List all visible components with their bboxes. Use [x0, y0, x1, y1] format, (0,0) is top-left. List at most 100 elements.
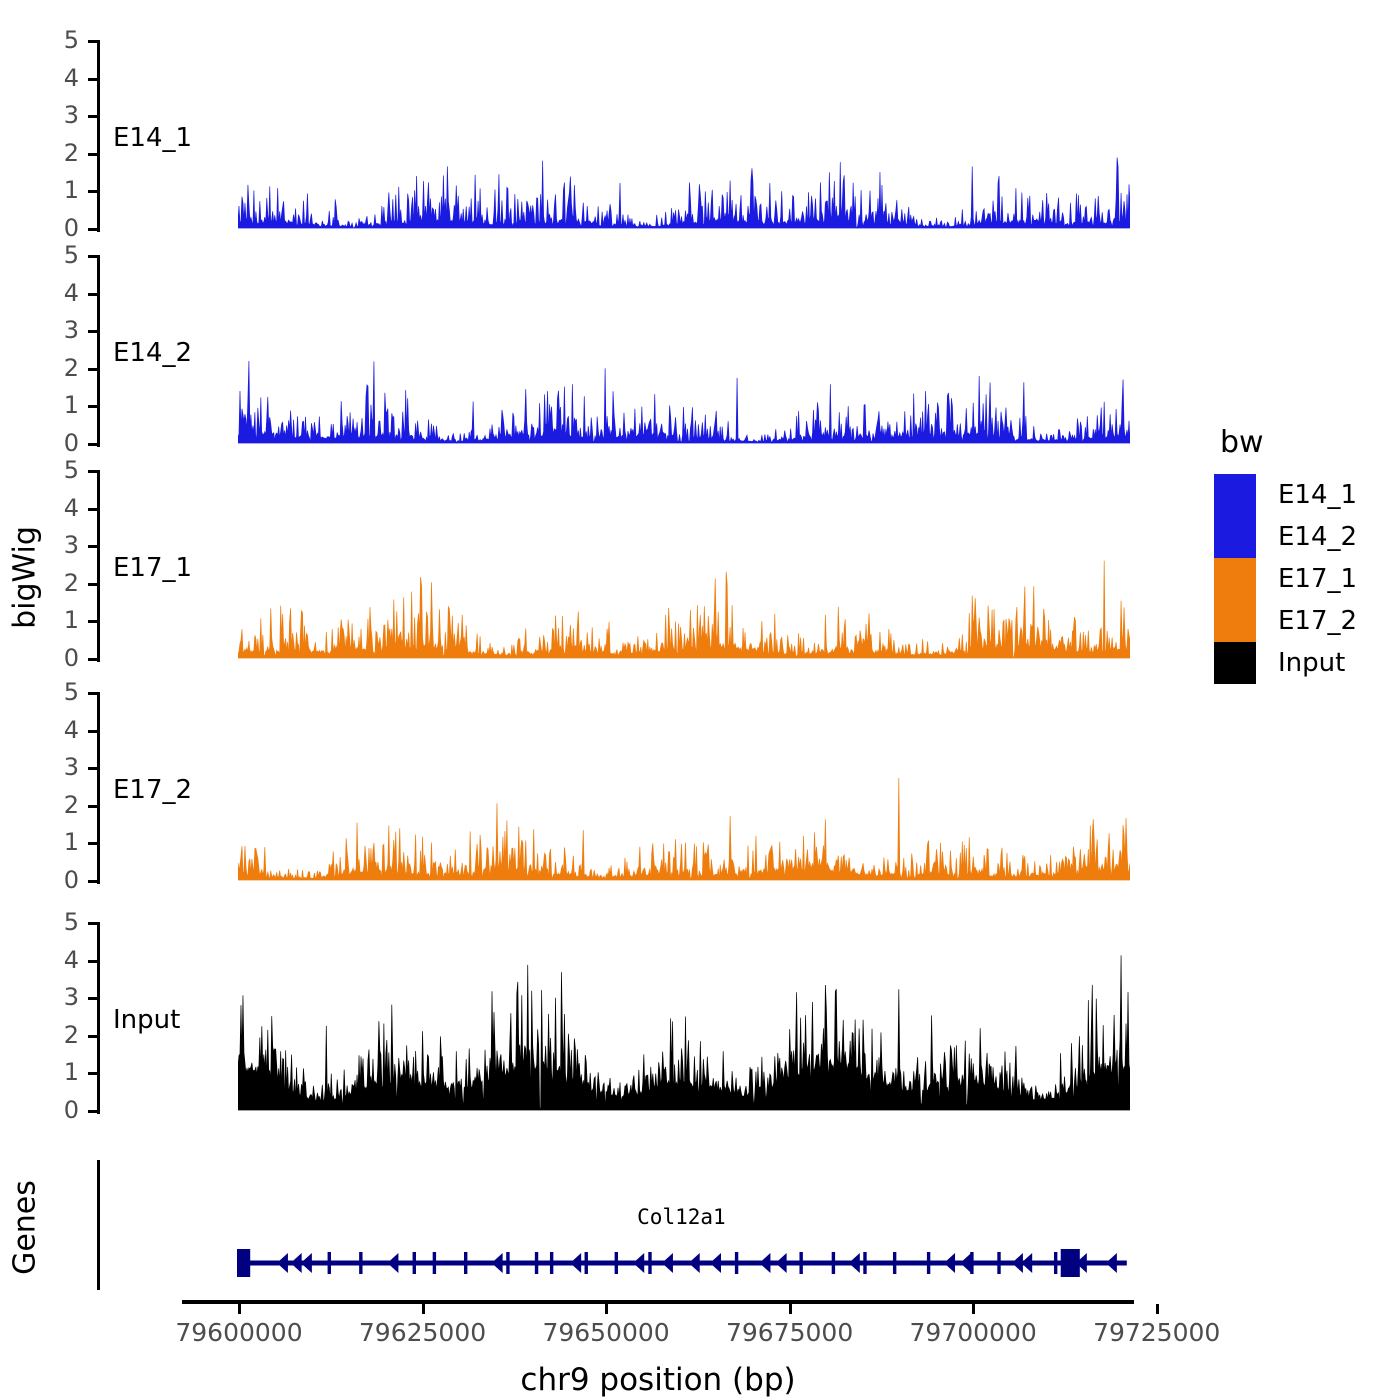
- y-tick-label: 2: [63, 790, 79, 819]
- x-tick-label: 79625000: [358, 1318, 487, 1347]
- y-tick: [88, 692, 97, 695]
- y-tick: [88, 367, 97, 371]
- y-tick: [88, 292, 97, 296]
- y-tick: [88, 443, 97, 446]
- legend-title: bw: [1220, 425, 1264, 460]
- y-tick-label: 3: [63, 983, 79, 1012]
- y-tick-label: 4: [63, 278, 79, 307]
- y-tick-label: 4: [63, 63, 79, 92]
- panel-strip-label-e17_1: E17_1: [113, 552, 193, 583]
- y-tick-label: 0: [63, 429, 79, 457]
- bigwig-panel-e17_2: 0 1 2 3 4 5 E17_2: [0, 680, 1200, 892]
- x-tick: [605, 1304, 609, 1314]
- x-axis-line: [182, 1300, 1134, 1304]
- x-tick: [972, 1304, 976, 1314]
- legend-color-swatch: [1214, 516, 1256, 558]
- y-tick: [88, 190, 97, 194]
- y-tick-label: 1: [63, 1058, 79, 1087]
- x-tick-label: 79725000: [1093, 1318, 1221, 1347]
- y-tick-label: 2: [63, 568, 79, 597]
- x-tick-label: 79700000: [909, 1318, 1037, 1347]
- panel-strip-label-e17_2: E17_2: [113, 774, 193, 805]
- y-tick-label: 4: [63, 945, 79, 974]
- y-tick: [88, 729, 97, 733]
- y-tick: [88, 582, 97, 586]
- y-tick: [88, 255, 97, 258]
- y-tick-label: 4: [63, 715, 79, 744]
- signal-track-e17_1: [238, 560, 1130, 659]
- bigwig-panel-input: 0 1 2 3 4 5 Input: [0, 910, 1200, 1122]
- y-tick-label: 2: [63, 353, 79, 382]
- y-tick: [88, 620, 97, 624]
- x-tick-label: 79600000: [175, 1318, 303, 1347]
- y-tick-label: 0: [63, 644, 79, 672]
- y-tick: [88, 658, 97, 661]
- x-tick-label: 79675000: [725, 1318, 854, 1347]
- legend-color-swatch: [1214, 474, 1256, 516]
- y-tick-label: 1: [63, 391, 79, 420]
- y-tick-label: 4: [63, 493, 79, 522]
- y-tick: [88, 545, 97, 549]
- y-tick-label: 5: [63, 26, 79, 54]
- y-tick-label: 5: [63, 241, 79, 269]
- panel-strip-label-input: Input: [113, 1004, 181, 1035]
- y-tick: [88, 997, 97, 1001]
- legend-item-label: E14_2: [1278, 522, 1358, 552]
- legend: bw E14_1 E14_2 E17_1 E17_2 Input: [1214, 425, 1357, 684]
- legend-item-input[interactable]: Input: [1214, 642, 1357, 684]
- y-tick-label: 3: [63, 316, 79, 345]
- panel-axis-line: [97, 40, 100, 232]
- y-tick: [88, 152, 97, 156]
- signal-track-e14_2: [238, 360, 1130, 444]
- y-tick: [88, 40, 97, 43]
- y-tick-label: 3: [63, 753, 79, 782]
- y-tick: [88, 228, 97, 231]
- y-tick-label: 2: [63, 1020, 79, 1049]
- panel-axis-line: [97, 255, 100, 447]
- y-tick-label: 1: [63, 606, 79, 635]
- legend-item-e17_1[interactable]: E17_1: [1214, 558, 1357, 600]
- legend-item-label: E17_2: [1278, 606, 1358, 636]
- bigwig-panel-e14_2: 0 1 2 3 4 5 E14_2: [0, 243, 1200, 455]
- y-tick: [88, 842, 97, 846]
- genes-axis-title: Genes: [7, 1180, 43, 1275]
- y-tick: [88, 77, 97, 81]
- x-tick: [238, 1304, 241, 1314]
- gene-label: Col12a1: [637, 1205, 726, 1229]
- y-tick-label: 0: [63, 866, 79, 894]
- signal-track-e14_1: [238, 157, 1130, 229]
- x-tick: [1155, 1304, 1159, 1314]
- y-tick: [88, 1110, 97, 1113]
- legend-item-e17_2[interactable]: E17_2: [1214, 600, 1357, 642]
- y-tick: [88, 767, 97, 771]
- legend-item-e14_1[interactable]: E14_1: [1214, 474, 1357, 516]
- bigwig-panel-e14_1: 0 1 2 3 4 5 E14_1: [0, 28, 1200, 240]
- y-tick: [88, 1034, 97, 1038]
- bigwig-panel-e17_1: 0 1 2 3 4 5 E17_1: [0, 458, 1200, 670]
- y-tick: [88, 405, 97, 409]
- panel-strip-label-e14_2: E14_2: [113, 337, 193, 368]
- panel-axis-line: [97, 470, 100, 662]
- legend-item-e14_2[interactable]: E14_2: [1214, 516, 1357, 558]
- legend-color-swatch: [1214, 642, 1256, 684]
- panel-axis-line: [97, 922, 100, 1114]
- y-tick-label: 1: [63, 176, 79, 205]
- signal-track-e17_2: [238, 778, 1130, 882]
- y-tick: [88, 470, 97, 473]
- legend-color-swatch: [1214, 558, 1256, 600]
- x-tick: [421, 1304, 425, 1314]
- panel-axis-line: [97, 692, 100, 884]
- legend-item-label: E17_1: [1278, 564, 1358, 594]
- y-tick: [88, 804, 97, 808]
- y-tick: [88, 507, 97, 511]
- signal-track-input: [238, 955, 1130, 1111]
- y-tick: [88, 330, 97, 334]
- legend-item-label: E14_1: [1278, 480, 1358, 510]
- y-tick: [88, 1072, 97, 1076]
- x-axis-label: chr9 position (bp): [520, 1362, 796, 1398]
- legend-items: E14_1 E14_2 E17_1 E17_2 Input: [1214, 474, 1357, 684]
- y-tick-label: 0: [63, 214, 79, 242]
- y-tick: [88, 115, 97, 119]
- y-tick: [88, 922, 97, 925]
